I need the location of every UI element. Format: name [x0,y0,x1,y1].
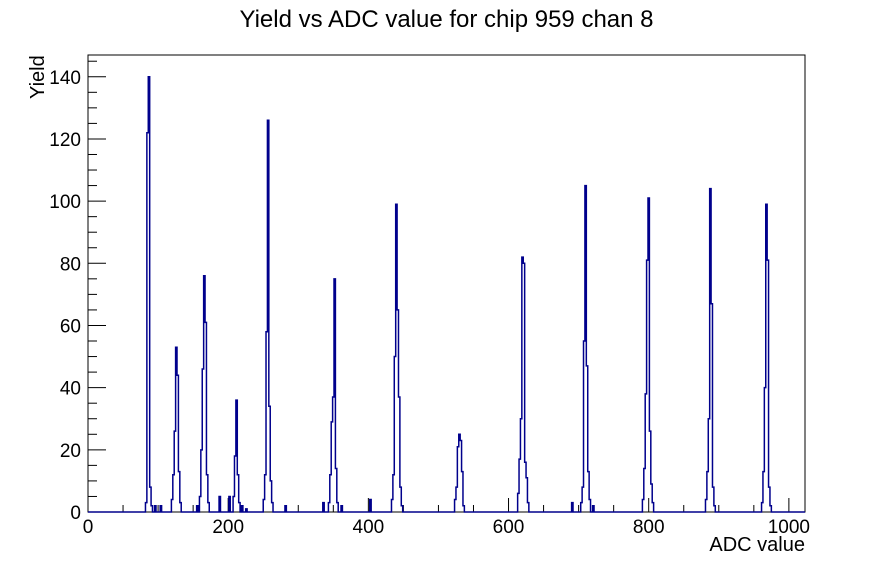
y-tick-label: 20 [60,441,81,462]
x-tick-label: 200 [212,517,244,538]
y-tick-label: 140 [49,68,81,89]
y-tick-label: 100 [49,192,81,213]
y-tick-label: 40 [60,379,81,400]
y-tick-label: 60 [60,316,81,337]
x-axis-title: ADC value [709,534,805,556]
x-tick-label: 600 [493,517,525,538]
y-tick-label: 80 [60,254,81,275]
y-axis-title: Yield [27,55,49,99]
x-tick-label: 400 [353,517,385,538]
plot-title: Yield vs ADC value for chip 959 chan 8 [239,6,654,33]
plot-frame [87,54,806,513]
x-tick-label: 800 [633,517,665,538]
y-tick-label: 0 [70,503,81,524]
x-tick-label: 0 [83,517,94,538]
x-tick-label: 1000 [768,517,810,538]
y-tick-label: 120 [49,130,81,151]
histogram-line [88,76,805,513]
